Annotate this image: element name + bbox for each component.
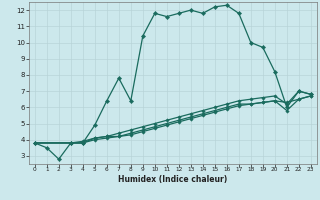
X-axis label: Humidex (Indice chaleur): Humidex (Indice chaleur) <box>118 175 228 184</box>
